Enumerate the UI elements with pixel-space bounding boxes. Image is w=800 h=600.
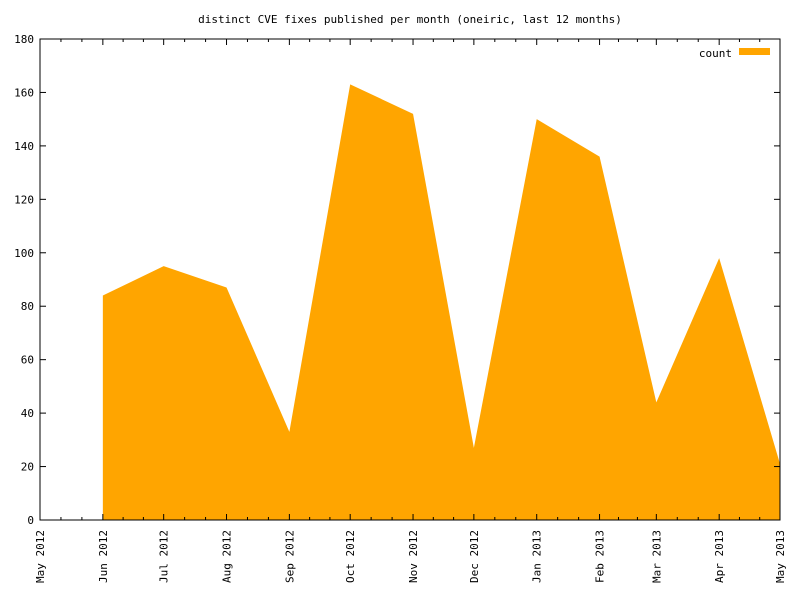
y-tick-label: 60: [21, 354, 34, 367]
y-tick-label: 0: [27, 514, 34, 527]
area-series-0: [102, 84, 781, 520]
y-tick-label: 80: [21, 300, 34, 313]
chart-title: distinct CVE fixes published per month (…: [198, 13, 622, 26]
x-tick-label: Nov 2012: [407, 530, 420, 583]
y-tick-label: 160: [14, 86, 34, 99]
x-tick-label: Dec 2012: [468, 530, 481, 583]
x-tick-label: Mar 2013: [650, 530, 663, 583]
plot-frame: [39, 38, 781, 521]
x-tick-label: Apr 2013: [713, 530, 726, 583]
y-tick-label: 40: [21, 407, 34, 420]
x-tick-label: Feb 2013: [594, 530, 607, 583]
x-tick-label: Sep 2012: [283, 530, 296, 583]
x-tick-label: Jan 2013: [531, 530, 544, 583]
legend-swatch: [739, 48, 770, 55]
x-tick-label: Jun 2012: [97, 530, 110, 583]
x-tick-label: Jul 2012: [158, 530, 171, 583]
y-tick-label: 100: [14, 247, 34, 260]
y-tick-label: 180: [14, 33, 34, 46]
legend: count: [699, 47, 770, 60]
legend-label: count: [699, 47, 732, 60]
x-tick-label: May 2012: [34, 530, 47, 583]
x-tick-label: Aug 2012: [221, 530, 234, 583]
x-tick-label: May 2013: [774, 530, 787, 583]
y-tick-label: 140: [14, 140, 34, 153]
y-tick-label: 120: [14, 193, 34, 206]
y-tick-label: 20: [21, 461, 34, 474]
x-tick-label: Oct 2012: [344, 530, 357, 583]
